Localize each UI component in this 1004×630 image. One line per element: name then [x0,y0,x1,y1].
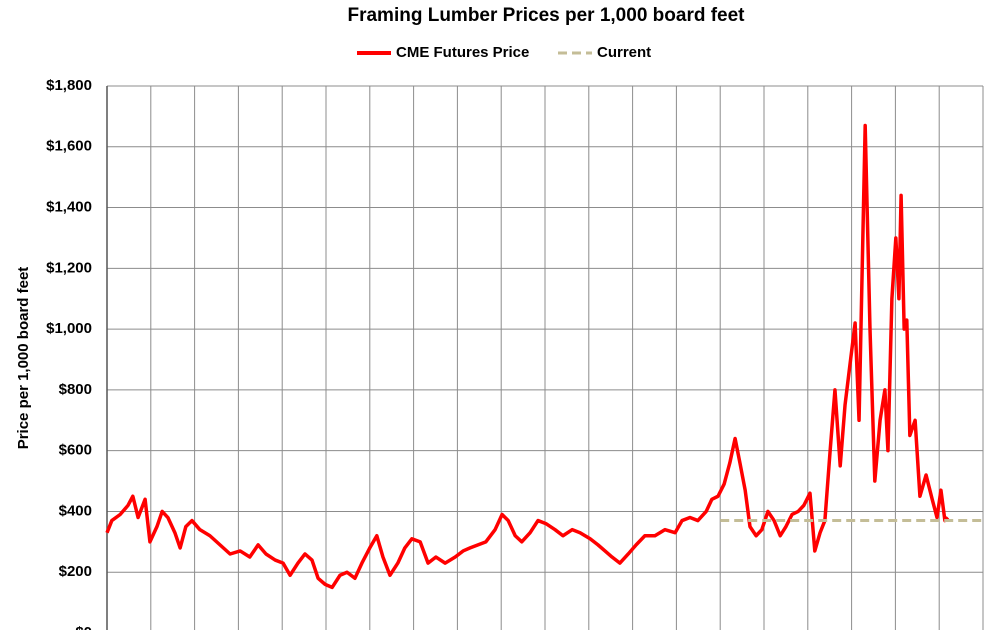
legend-label: Current [597,44,651,61]
y-tick-label: $1,000 [46,320,92,337]
legend-label: CME Futures Price [396,44,529,61]
y-tick-label: $400 [59,502,92,519]
y-tick-label: $1,200 [46,259,92,276]
y-tick-label: $0 [75,624,92,630]
y-tick-label: $1,400 [46,199,92,216]
y-axis-title: Price per 1,000 board feet [15,267,32,450]
y-tick-label: $1,800 [46,77,92,94]
y-tick-label: $800 [59,381,92,398]
y-tick-label: $1,600 [46,138,92,155]
y-tick-label: $200 [59,563,92,580]
y-tick-label: $600 [59,442,92,459]
data-line [105,123,950,590]
chart-title: Framing Lumber Prices per 1,000 board fe… [347,5,745,26]
